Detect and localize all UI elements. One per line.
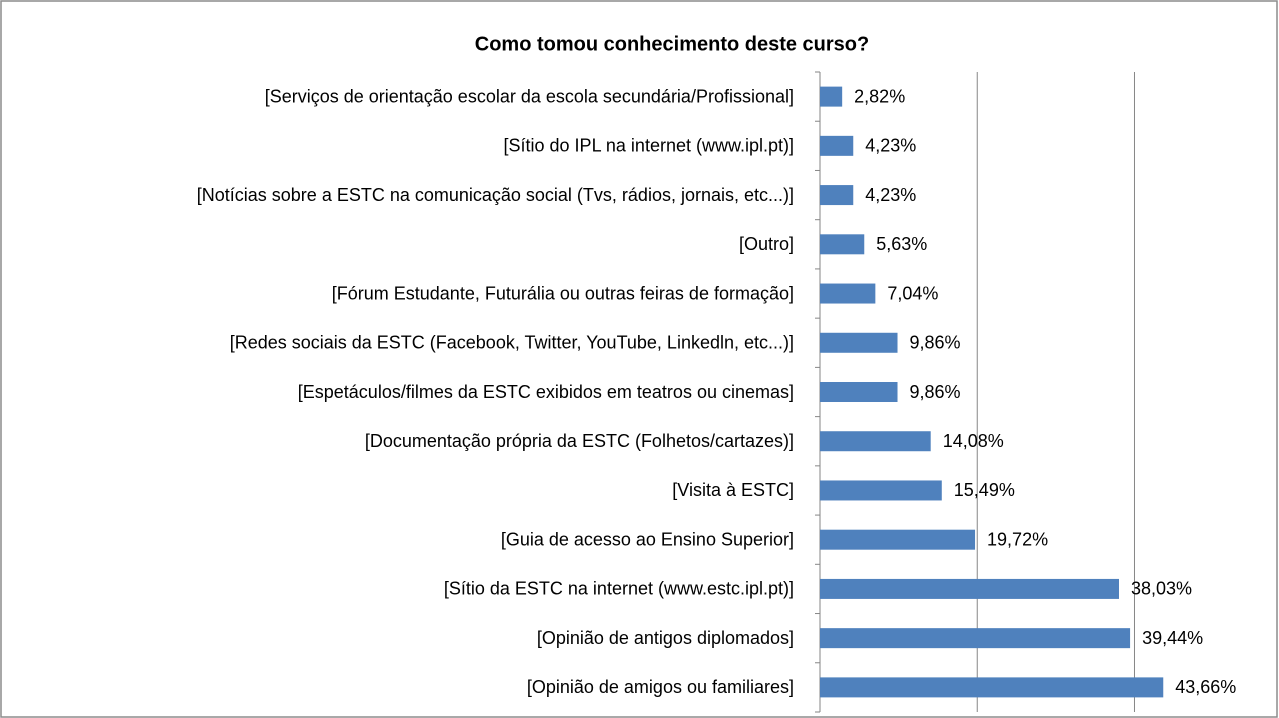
bar [820,382,898,402]
bar [820,283,876,304]
category-label: [Fórum Estudante, Futurália ou outras fe… [332,283,794,303]
data-label: 9,86% [910,333,961,353]
bar [820,529,976,550]
data-label: 38,03% [1131,579,1192,599]
category-label: [Opinião de antigos diplomados] [537,628,794,648]
category-label: [Opinião de amigos ou familiares] [527,677,794,697]
data-label: 4,23% [865,136,916,156]
data-label: 19,72% [987,529,1048,549]
category-label: [Espetáculos/filmes da ESTC exibidos em … [298,382,794,402]
category-label: [Sítio da ESTC na internet (www.estc.ipl… [444,579,794,599]
bar [820,480,942,501]
category-label: [Sítio do IPL na internet (www.ipl.pt)] [504,136,794,156]
data-label: 14,08% [943,431,1004,451]
chart-title: Como tomou conhecimento deste curso? [475,33,869,55]
data-label: 7,04% [887,283,938,303]
data-label: 2,82% [854,86,905,106]
data-label: 43,66% [1175,677,1236,697]
bar [820,185,854,206]
data-label: 9,86% [910,382,961,402]
bar [820,135,854,156]
category-label: [Serviços de orientação escolar da escol… [265,86,794,106]
data-label: 15,49% [954,480,1015,500]
data-label: 39,44% [1142,628,1203,648]
bar [820,332,898,353]
category-label: [Guia de acesso ao Ensino Superior] [501,529,794,549]
bar [820,431,931,452]
bar [820,628,1131,649]
bar [820,677,1164,698]
data-label: 5,63% [876,234,927,254]
category-label: [Notícias sobre a ESTC na comunicação so… [197,185,794,205]
category-label: [Visita à ESTC] [672,480,794,500]
category-label: [Redes sociais da ESTC (Facebook, Twitte… [230,333,794,353]
bar [820,578,1119,599]
category-label: [Documentação própria da ESTC (Folhetos/… [365,431,794,451]
category-label: [Outro] [739,234,794,254]
bar [820,86,843,107]
bar [820,234,865,255]
data-label: 4,23% [865,185,916,205]
